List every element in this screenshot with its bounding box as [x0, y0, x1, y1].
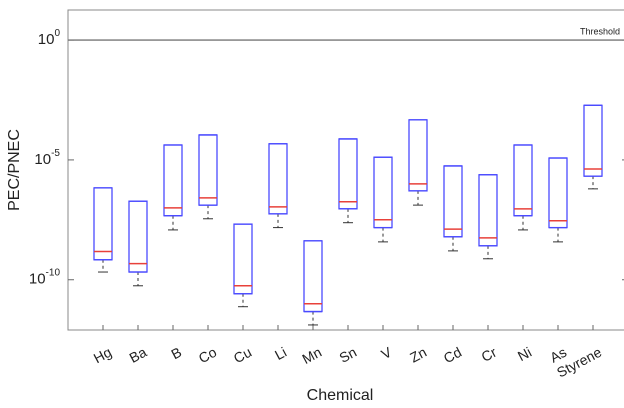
box — [268, 143, 288, 215]
box — [303, 240, 323, 313]
box — [443, 165, 463, 238]
box — [93, 187, 113, 261]
box — [128, 200, 148, 273]
x-tick-label: Cr — [479, 344, 500, 365]
y-tick-label: 100 — [38, 28, 61, 48]
box — [548, 157, 568, 229]
y-axis-label: PEC/PNEC — [6, 129, 23, 211]
x-tick-label: As — [547, 344, 569, 366]
x-tick-label: Cu — [231, 344, 254, 367]
x-tick-label: Ni — [515, 344, 534, 364]
box — [233, 223, 253, 295]
box — [198, 134, 218, 206]
x-tick-label: Cd — [441, 344, 464, 367]
x-tick-label: V — [378, 343, 394, 362]
x-tick-label: Ba — [127, 344, 150, 366]
x-tick-label: Mn — [299, 344, 324, 367]
y-tick-label: 10-10 — [29, 267, 61, 287]
x-tick-label: Li — [272, 344, 289, 363]
box — [338, 138, 358, 210]
box — [408, 119, 428, 192]
x-axis-label: Chemical — [307, 387, 374, 404]
y-tick-label: 10-5 — [34, 148, 60, 168]
x-tick-label: Sn — [337, 344, 360, 366]
x-tick-label: Zn — [407, 344, 429, 366]
plot-frame — [67, 9, 624, 331]
box — [583, 104, 603, 177]
box — [513, 144, 533, 217]
x-tick-label: Co — [196, 344, 220, 367]
threshold-label: Threshold — [580, 26, 620, 36]
box — [163, 144, 183, 217]
box — [373, 156, 393, 229]
x-tick-label: Hg — [91, 344, 114, 367]
box — [478, 174, 498, 247]
x-tick-label: B — [168, 344, 184, 363]
